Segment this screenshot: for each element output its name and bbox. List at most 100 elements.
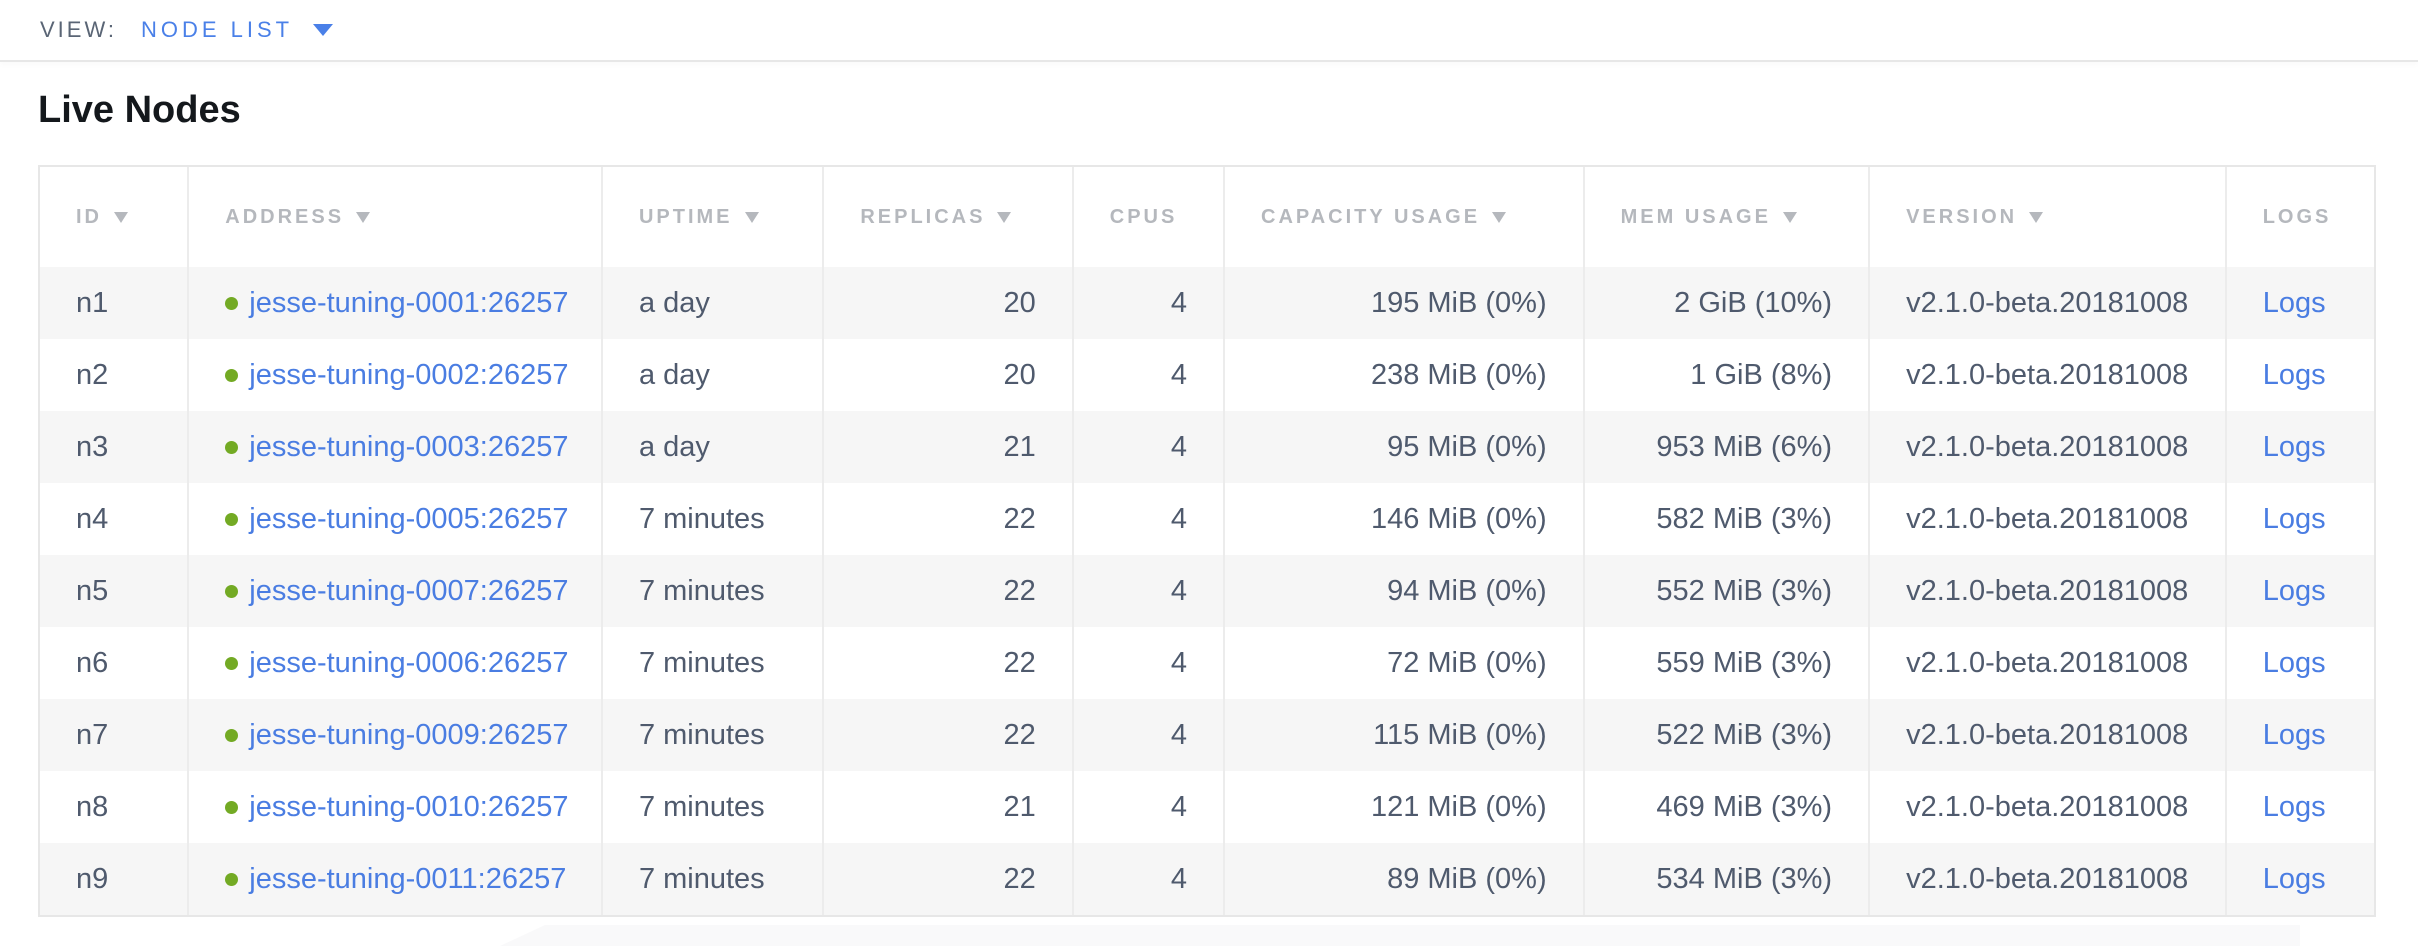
cell-cpus: 4 (1071, 771, 1223, 843)
column-header-cpus[interactable]: CPUS (1071, 167, 1223, 267)
cell-logs: Logs (2224, 771, 2374, 843)
node-live-status-icon (225, 728, 239, 742)
cell-cpus: 4 (1071, 267, 1223, 339)
cell-uptime: 7 minutes (600, 555, 823, 627)
node-address-link[interactable]: jesse-tuning-0003:26257 (249, 430, 569, 463)
node-address-link[interactable]: jesse-tuning-0002:26257 (249, 358, 569, 391)
cell-address: jesse-tuning-0009:26257 (187, 699, 601, 771)
cell-address: jesse-tuning-0010:26257 (187, 771, 601, 843)
cell-logs: Logs (2224, 483, 2374, 555)
cell-address: jesse-tuning-0006:26257 (187, 627, 601, 699)
cell-replicas: 21 (822, 771, 1072, 843)
cell-capacity: 72 MiB (0%) (1223, 627, 1583, 699)
cell-replicas: 22 (822, 555, 1072, 627)
node-live-status-icon (225, 584, 239, 598)
cell-replicas: 20 (822, 339, 1072, 411)
cell-id: n2 (40, 339, 188, 411)
node-address-link[interactable]: jesse-tuning-0001:26257 (249, 286, 569, 319)
cell-uptime: a day (600, 267, 823, 339)
column-header-capacity[interactable]: CAPACITY USAGE (1223, 167, 1583, 267)
page-title: Live Nodes (38, 89, 241, 131)
cell-logs: Logs (2224, 267, 2374, 339)
node-address-link[interactable]: jesse-tuning-0009:26257 (249, 718, 569, 751)
logs-link[interactable]: Logs (2262, 430, 2326, 463)
sort-desc-icon (1492, 211, 1507, 223)
node-address-link[interactable]: jesse-tuning-0006:26257 (249, 646, 569, 679)
cell-uptime: a day (600, 339, 823, 411)
table-row-n3: n3 jesse-tuning-0003:26257 a day 21 4 95 MiB … (40, 411, 2374, 483)
view-selected-value: NODE LIST (140, 17, 294, 42)
logs-link[interactable]: Logs (2262, 286, 2326, 319)
logs-link[interactable]: Logs (2262, 574, 2326, 607)
column-header-mem[interactable]: MEM USAGE (1582, 167, 1869, 267)
column-header-address[interactable]: ADDRESS (187, 167, 601, 267)
cell-replicas: 20 (822, 267, 1072, 339)
column-label-version: VERSION (1906, 205, 2018, 228)
column-label-id: ID (76, 205, 102, 228)
logs-link[interactable]: Logs (2262, 862, 2326, 895)
logs-link[interactable]: Logs (2262, 790, 2326, 823)
cell-uptime: 7 minutes (600, 771, 823, 843)
cell-cpus: 4 (1071, 411, 1223, 483)
node-address-link[interactable]: jesse-tuning-0011:26257 (249, 862, 567, 895)
logs-link[interactable]: Logs (2262, 358, 2326, 391)
cell-id: n4 (40, 483, 188, 555)
column-header-uptime[interactable]: UPTIME (600, 167, 823, 267)
cell-version: v2.1.0-beta.20181008 (1868, 339, 2225, 411)
cell-capacity: 89 MiB (0%) (1223, 843, 1583, 915)
view-dropdown[interactable]: NODE LIST (140, 17, 334, 43)
table-row-n2: n2 jesse-tuning-0002:26257 a day 20 4 238 MiB… (40, 339, 2374, 411)
node-address-link[interactable]: jesse-tuning-0005:26257 (249, 502, 569, 535)
cell-cpus: 4 (1071, 339, 1223, 411)
column-label-mem: MEM USAGE (1620, 205, 1771, 228)
cell-cpus: 4 (1071, 699, 1223, 771)
column-header-logs: LOGS (2224, 167, 2374, 267)
node-live-status-icon (225, 296, 239, 310)
cell-mem: 1 GiB (8%) (1582, 339, 1869, 411)
cell-id: n8 (40, 771, 188, 843)
cell-uptime: 7 minutes (600, 699, 823, 771)
cell-address: jesse-tuning-0001:26257 (187, 267, 601, 339)
node-live-status-icon (225, 440, 239, 454)
table-row-n8: n8 jesse-tuning-0010:26257 7 minutes 21 4 121… (40, 771, 2374, 843)
column-label-replicas: REPLICAS (860, 205, 986, 228)
cell-logs: Logs (2224, 555, 2374, 627)
cell-address: jesse-tuning-0005:26257 (187, 483, 601, 555)
cell-version: v2.1.0-beta.20181008 (1868, 411, 2225, 483)
logs-link[interactable]: Logs (2262, 502, 2326, 535)
table-row-n5: n5 jesse-tuning-0007:26257 7 minutes 22 4 94 … (40, 555, 2374, 627)
cell-replicas: 21 (822, 411, 1072, 483)
column-header-version[interactable]: VERSION (1868, 167, 2225, 267)
cell-id: n7 (40, 699, 188, 771)
cell-cpus: 4 (1071, 843, 1223, 915)
cell-replicas: 22 (822, 627, 1072, 699)
column-header-id[interactable]: ID (40, 167, 188, 267)
cell-replicas: 22 (822, 483, 1072, 555)
cell-uptime: 7 minutes (600, 843, 823, 915)
cell-logs: Logs (2224, 339, 2374, 411)
cell-capacity: 195 MiB (0%) (1223, 267, 1583, 339)
sort-desc-icon (997, 211, 1012, 223)
cell-mem: 582 MiB (3%) (1582, 483, 1869, 555)
column-label-capacity: CAPACITY USAGE (1261, 205, 1481, 228)
cell-mem: 534 MiB (3%) (1582, 843, 1869, 915)
next-section-edge (500, 925, 2300, 946)
column-label-address: ADDRESS (225, 205, 345, 228)
node-live-status-icon (225, 512, 239, 526)
table-row-n7: n7 jesse-tuning-0009:26257 7 minutes 22 4 115… (40, 699, 2374, 771)
cell-capacity: 94 MiB (0%) (1223, 555, 1583, 627)
logs-link[interactable]: Logs (2262, 646, 2326, 679)
cell-id: n9 (40, 843, 188, 915)
node-address-link[interactable]: jesse-tuning-0007:26257 (249, 574, 569, 607)
cell-mem: 522 MiB (3%) (1582, 699, 1869, 771)
column-header-replicas[interactable]: REPLICAS (822, 167, 1072, 267)
cell-replicas: 22 (822, 699, 1072, 771)
node-address-link[interactable]: jesse-tuning-0010:26257 (249, 790, 569, 823)
sort-desc-icon (2029, 211, 2044, 223)
cell-uptime: 7 minutes (600, 627, 823, 699)
cell-version: v2.1.0-beta.20181008 (1868, 843, 2225, 915)
cell-mem: 2 GiB (10%) (1582, 267, 1869, 339)
logs-link[interactable]: Logs (2262, 718, 2326, 751)
cell-address: jesse-tuning-0011:26257 (187, 843, 601, 915)
node-live-status-icon (225, 656, 239, 670)
